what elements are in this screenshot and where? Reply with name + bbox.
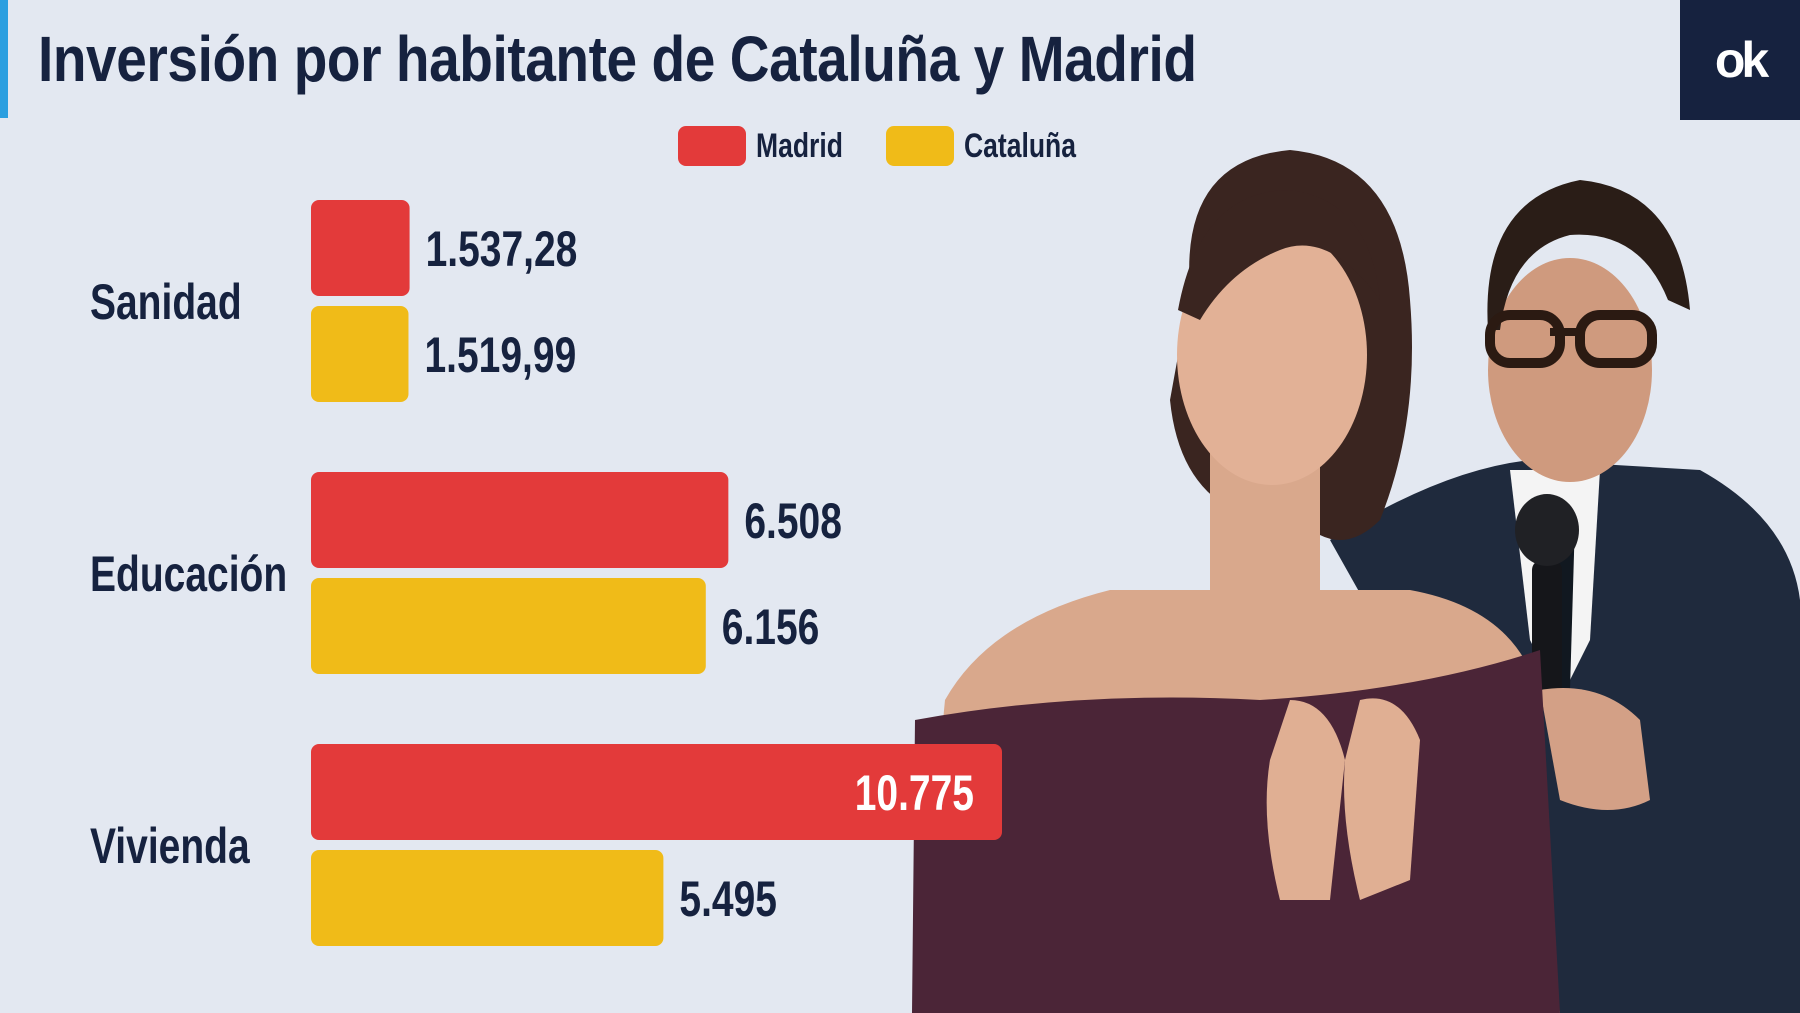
bar-cataluna (311, 850, 664, 946)
value-label: 1.519,99 (424, 326, 576, 383)
woman-figure (912, 150, 1560, 1013)
ok-logo-text: ok (1714, 32, 1769, 88)
category-label: Sanidad (90, 273, 242, 330)
bar-cataluna (311, 306, 409, 402)
ok-logo[interactable]: ok (1680, 0, 1800, 120)
category-label: Vivienda (90, 817, 251, 874)
chart-legend: Madrid Cataluña (678, 126, 1094, 166)
category-label: Educación (90, 545, 287, 602)
value-label: 1.537,28 (426, 220, 578, 277)
legend-item-madrid: Madrid (678, 126, 846, 166)
value-label: 10.775 (855, 764, 974, 821)
value-label: 6.156 (722, 598, 820, 655)
value-label: 6.508 (744, 492, 842, 549)
bar-madrid (311, 744, 1002, 840)
chart-title: Inversión por habitante de Cataluña y Ma… (38, 23, 1197, 95)
title-accent-bar (0, 0, 8, 118)
legend-swatch-cataluna (886, 126, 954, 166)
man-figure (1330, 180, 1800, 1013)
bar-cataluna (311, 578, 706, 674)
legend-swatch-madrid (678, 126, 746, 166)
bar-madrid (311, 472, 729, 568)
value-label: 5.495 (679, 870, 777, 927)
bar-madrid (311, 200, 410, 296)
